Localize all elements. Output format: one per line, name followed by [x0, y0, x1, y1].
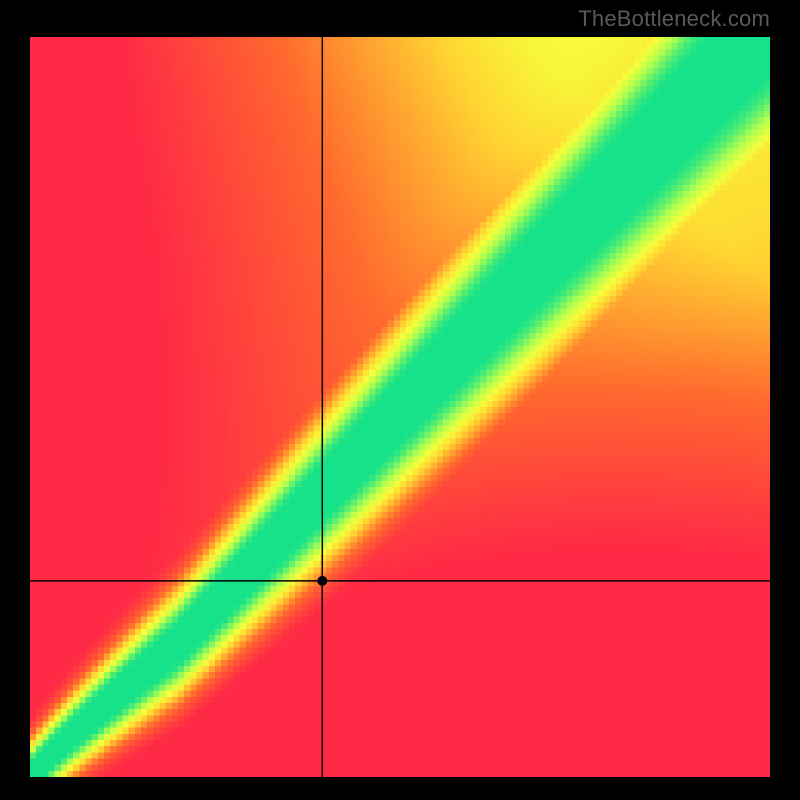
chart-container: TheBottleneck.com — [0, 0, 800, 800]
bottleneck-heatmap — [30, 37, 770, 777]
watermark-text: TheBottleneck.com — [578, 6, 770, 32]
